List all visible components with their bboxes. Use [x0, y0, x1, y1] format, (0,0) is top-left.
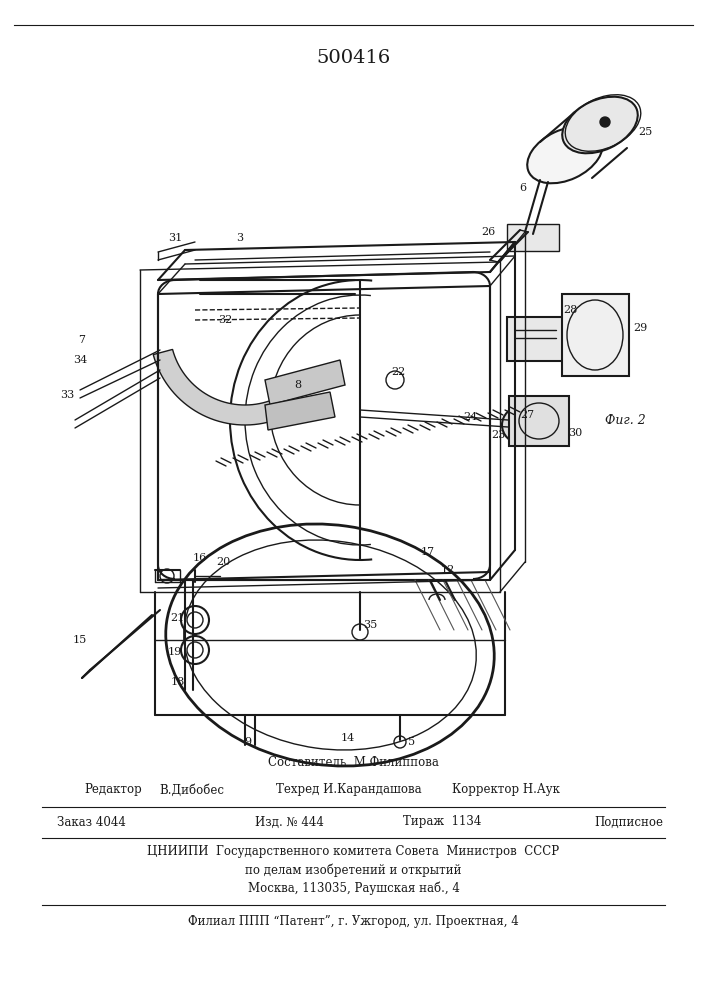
Text: 5: 5 — [409, 737, 416, 747]
Text: 32: 32 — [218, 315, 232, 325]
Text: 24: 24 — [463, 412, 477, 422]
Text: Фиг. 2: Фиг. 2 — [604, 414, 645, 426]
Text: 9: 9 — [245, 737, 252, 747]
Text: Редактор: Редактор — [85, 784, 143, 796]
Text: 17: 17 — [421, 547, 435, 557]
Text: 30: 30 — [568, 428, 582, 438]
Text: 31: 31 — [168, 233, 182, 243]
Text: Тираж  1134: Тираж 1134 — [403, 816, 481, 828]
Ellipse shape — [527, 127, 603, 183]
Polygon shape — [153, 349, 293, 425]
Circle shape — [600, 117, 610, 127]
Text: 15: 15 — [73, 635, 87, 645]
FancyBboxPatch shape — [507, 224, 559, 251]
Text: 34: 34 — [73, 355, 87, 365]
Text: 6: 6 — [520, 183, 527, 193]
Text: В.Дибобес: В.Дибобес — [159, 784, 224, 796]
Text: Заказ 4044: Заказ 4044 — [57, 816, 125, 828]
Text: 35: 35 — [363, 620, 377, 630]
Text: 28: 28 — [563, 305, 577, 315]
Text: Филиал ППП “Патент”, г. Ужгород, ул. Проектная, 4: Филиал ППП “Патент”, г. Ужгород, ул. Про… — [188, 916, 519, 928]
Text: 20: 20 — [216, 557, 230, 567]
Text: Составитель  М.Филиппова: Составитель М.Филиппова — [268, 756, 439, 768]
Text: 7: 7 — [78, 335, 86, 345]
Text: 22: 22 — [391, 367, 405, 377]
Text: ЦНИИПИ  Государственного комитета Совета  Министров  СССР: ЦНИИПИ Государственного комитета Совета … — [148, 846, 559, 858]
Text: 3: 3 — [236, 233, 244, 243]
Text: 12: 12 — [441, 565, 455, 575]
Text: 18: 18 — [171, 677, 185, 687]
Polygon shape — [265, 392, 335, 430]
FancyBboxPatch shape — [509, 396, 569, 446]
Text: 21: 21 — [170, 613, 184, 623]
Text: 33: 33 — [60, 390, 74, 400]
FancyBboxPatch shape — [562, 294, 629, 376]
Text: 14: 14 — [341, 733, 355, 743]
Text: Москва, 113035, Раушская наб., 4: Москва, 113035, Раушская наб., 4 — [247, 881, 460, 895]
Text: 29: 29 — [633, 323, 647, 333]
Circle shape — [502, 407, 538, 443]
Text: 25: 25 — [638, 127, 652, 137]
Text: 27: 27 — [520, 410, 534, 420]
Text: 16: 16 — [193, 553, 207, 563]
Text: по делам изобретений и открытий: по делам изобретений и открытий — [245, 863, 462, 877]
Text: Корректор Н.Аук: Корректор Н.Аук — [452, 784, 561, 796]
Text: Подписное: Подписное — [594, 816, 663, 828]
Text: 19: 19 — [168, 647, 182, 657]
Ellipse shape — [562, 97, 638, 153]
Text: Изд. № 444: Изд. № 444 — [255, 816, 323, 828]
Text: 500416: 500416 — [316, 49, 390, 67]
Text: 8: 8 — [294, 380, 302, 390]
Text: Техред И.Карандашова: Техред И.Карандашова — [276, 784, 421, 796]
Text: 26: 26 — [481, 227, 495, 237]
FancyBboxPatch shape — [507, 317, 564, 361]
Polygon shape — [265, 360, 345, 405]
Text: 23: 23 — [491, 430, 505, 440]
